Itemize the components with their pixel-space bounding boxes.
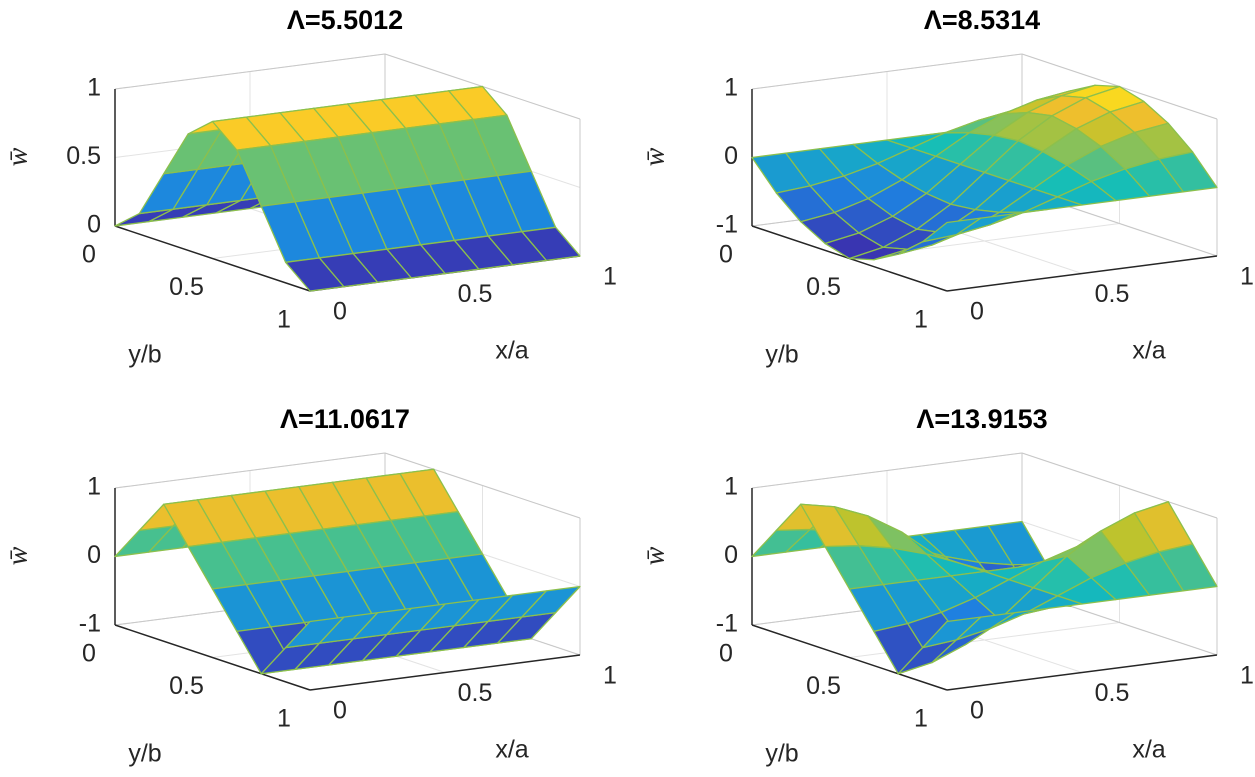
- z-tick-label: 1: [87, 74, 101, 102]
- z-axis-label: w̄: [639, 147, 670, 166]
- y-axis-label: y/b: [765, 341, 798, 369]
- x-tick-label: 1: [1240, 662, 1254, 690]
- x-tick-label: 0.5: [458, 679, 493, 707]
- z-tick-label: -1: [716, 610, 738, 638]
- y-tick-label: 1: [277, 705, 291, 733]
- chart-title: Λ=11.0617: [280, 404, 410, 434]
- y-tick-label: 0: [82, 640, 96, 668]
- y-tick-label: 1: [277, 306, 291, 334]
- y-tick-label: 1: [914, 705, 928, 733]
- z-tick-label: 0: [87, 211, 101, 239]
- z-tick-label: 1: [724, 473, 738, 501]
- y-axis: [751, 624, 948, 691]
- box-edge: [114, 53, 386, 90]
- z-axis-label: w̄: [639, 546, 670, 565]
- box-edge: [114, 452, 386, 489]
- x-axis-label: x/a: [1132, 736, 1165, 764]
- surface-patch: [284, 257, 345, 292]
- y-tick-label: 0.5: [169, 273, 204, 301]
- x-tick-label: 0.5: [458, 280, 493, 308]
- x-tick-label: 0.5: [1095, 679, 1130, 707]
- y-tick-label: 1: [914, 306, 928, 334]
- z-tick-label: 0: [87, 541, 101, 569]
- x-tick-label: 0.5: [1095, 280, 1130, 308]
- chart-title: Λ=5.5012: [287, 5, 403, 35]
- z-tick-label: -1: [79, 610, 101, 638]
- x-axis-label: x/a: [495, 736, 528, 764]
- y-axis-label: y/b: [128, 341, 161, 369]
- x-tick-label: 0: [970, 697, 984, 725]
- y-axis: [114, 225, 311, 292]
- x-tick-label: 1: [1240, 263, 1254, 291]
- y-tick-label: 0: [719, 640, 733, 668]
- y-tick-label: 0: [82, 241, 96, 269]
- y-tick-label: 0.5: [169, 672, 204, 700]
- box-edge: [751, 53, 1023, 90]
- box-edge: [384, 452, 581, 519]
- box-edge: [1021, 452, 1218, 519]
- z-tick-label: 0.5: [66, 142, 101, 170]
- chart-title: Λ=8.5314: [924, 5, 1040, 35]
- z-axis-label: w̄: [2, 147, 33, 166]
- z-axis-label: w̄: [2, 546, 33, 565]
- x-tick-label: 1: [603, 662, 617, 690]
- z-tick-label: 0: [724, 142, 738, 170]
- y-axis-label: y/b: [128, 740, 161, 768]
- y-tick-label: 0.5: [806, 672, 841, 700]
- x-tick-label: 1: [603, 263, 617, 291]
- surface-patch: [921, 217, 982, 243]
- z-tick-label: -1: [716, 211, 738, 239]
- x-tick-label: 0: [333, 697, 347, 725]
- z-tick-label: 0: [724, 541, 738, 569]
- x-axis: [946, 255, 1218, 292]
- x-tick-label: 0: [970, 298, 984, 326]
- z-tick-label: 1: [724, 74, 738, 102]
- surface-patch: [284, 616, 345, 649]
- z-tick-label: 1: [87, 473, 101, 501]
- subplot: 0 0.5 1 0 0.5 1 0 0.5 1 Λ=5.5012 x/a y/b w̄: [2, 5, 617, 368]
- chart-title: Λ=13.9153: [916, 404, 1047, 434]
- y-axis: [114, 624, 311, 691]
- x-axis: [946, 654, 1218, 691]
- y-axis-label: y/b: [765, 740, 798, 768]
- y-tick-label: 0: [719, 241, 733, 269]
- x-axis: [309, 654, 581, 691]
- surface-patch: [921, 616, 982, 649]
- y-tick-label: 0.5: [806, 273, 841, 301]
- x-axis-label: x/a: [1132, 337, 1165, 365]
- x-tick-label: 0: [333, 298, 347, 326]
- x-axis-label: x/a: [495, 337, 528, 365]
- box-edge: [751, 452, 1023, 489]
